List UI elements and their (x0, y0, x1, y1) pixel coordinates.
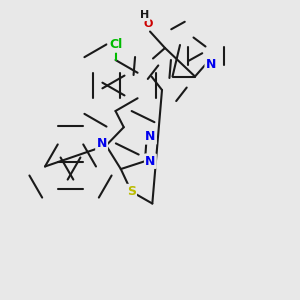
Text: S: S (127, 185, 136, 198)
Text: Cl: Cl (109, 38, 122, 52)
Text: N: N (145, 130, 156, 143)
Text: N: N (145, 155, 156, 168)
Text: N: N (96, 137, 107, 151)
Text: H: H (140, 10, 149, 20)
Text: O: O (144, 19, 153, 29)
Text: N: N (206, 58, 216, 71)
